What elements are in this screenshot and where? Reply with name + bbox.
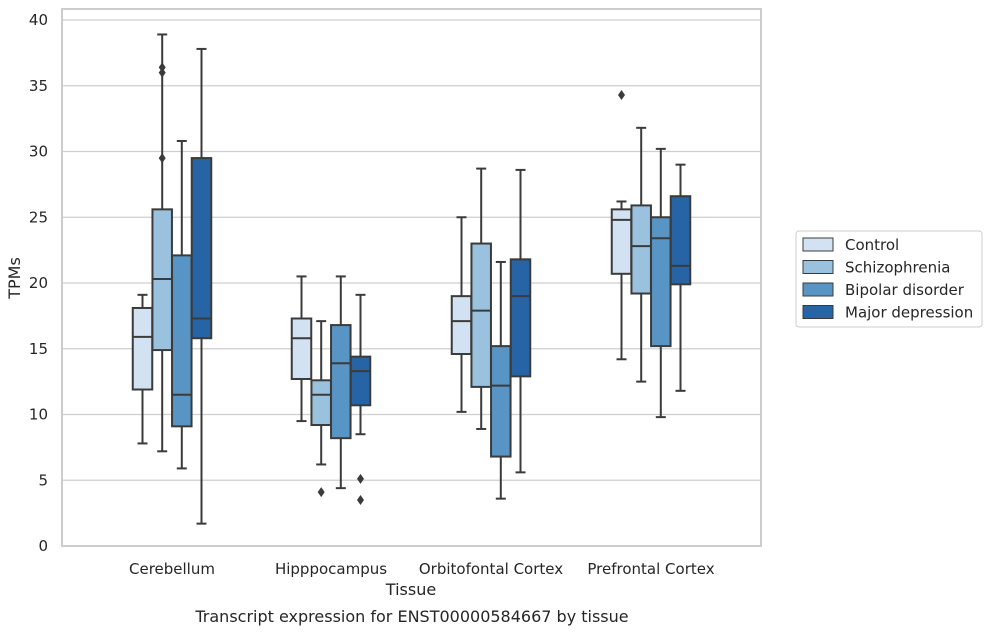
legend-swatch	[802, 237, 834, 252]
legend-label: Control	[845, 236, 899, 254]
plot-border	[61, 8, 762, 547]
outlier-point	[618, 89, 625, 100]
box-bipolar-disorder-0	[171, 139, 193, 470]
iqr-box	[450, 295, 473, 356]
iqr-box	[131, 306, 154, 391]
iqr-box	[290, 317, 313, 380]
legend-label: Major depression	[845, 304, 973, 322]
y-tick-label: 40	[29, 11, 48, 29]
boxes	[131, 33, 692, 525]
iqr-box	[490, 345, 512, 458]
legend-swatch	[802, 282, 834, 297]
iqr-box	[330, 324, 352, 440]
outlier-point	[158, 67, 166, 78]
box-major-depression-3	[669, 163, 692, 392]
box-bipolar-disorder-3	[650, 147, 672, 419]
x-tick-label: Hipppocampus	[275, 560, 387, 578]
box-control-0	[131, 293, 154, 445]
iqr-box	[171, 254, 193, 428]
x-tick-label: Prefrontal Cortex	[587, 560, 714, 578]
y-axis-label: TPMs	[5, 257, 24, 300]
box-schizophrenia-0	[151, 33, 173, 453]
y-tick-label: 25	[29, 208, 48, 226]
box-control-3	[610, 89, 633, 361]
box-control-1	[290, 275, 313, 423]
y-tick-label: 15	[29, 340, 48, 358]
box-major-depression-2	[509, 168, 532, 474]
chart-caption: Transcript expression for ENST0000058466…	[194, 607, 628, 626]
iqr-box	[630, 204, 652, 295]
legend-swatch	[802, 260, 834, 274]
box-bipolar-disorder-2	[490, 260, 512, 500]
outlier-point	[317, 487, 325, 498]
legend-frame	[795, 230, 983, 328]
legend-swatch	[802, 305, 834, 319]
outlier-point	[158, 62, 166, 73]
x-axis-label: Tissue	[385, 580, 436, 599]
legend-label: Schizophrenia	[845, 259, 950, 277]
x-tick-label: Orbitofontal Cortex	[419, 560, 563, 578]
y-tick-label: 20	[29, 274, 48, 292]
y-tick-label: 5	[38, 471, 48, 489]
iqr-box	[669, 195, 692, 286]
outlier-point	[357, 494, 364, 505]
y-tick-label: 30	[29, 143, 48, 161]
y-tick-label: 0	[38, 537, 48, 555]
x-tick-labels: Cerebellum Hipppocampus Orbitofontal Corte…	[129, 560, 715, 578]
box-major-depression-0	[190, 47, 213, 525]
y-tick-labels: 0 5 10 15 20 25 30 35 40	[29, 11, 48, 555]
iqr-box	[509, 258, 532, 378]
box-major-depression-1	[349, 293, 372, 505]
iqr-box	[650, 216, 672, 348]
outlier-point	[158, 153, 166, 164]
outlier-point	[357, 473, 364, 484]
box-schizophrenia-2	[470, 167, 492, 430]
legend: Control Schizophrenia Bipolar disorder Majo…	[795, 230, 983, 328]
iqr-box	[349, 355, 372, 407]
legend-label: Bipolar disorder	[845, 281, 965, 299]
iqr-box	[190, 157, 213, 340]
iqr-box	[470, 242, 492, 388]
box-schizophrenia-1	[310, 320, 332, 498]
box-bipolar-disorder-1	[330, 275, 352, 490]
y-tick-label: 10	[29, 406, 48, 424]
plot-frame	[61, 8, 762, 547]
x-tick-label: Cerebellum	[129, 560, 215, 578]
iqr-box	[310, 379, 332, 427]
box-control-2	[450, 216, 473, 413]
box-schizophrenia-3	[630, 126, 652, 383]
y-tick-label: 35	[29, 77, 48, 95]
